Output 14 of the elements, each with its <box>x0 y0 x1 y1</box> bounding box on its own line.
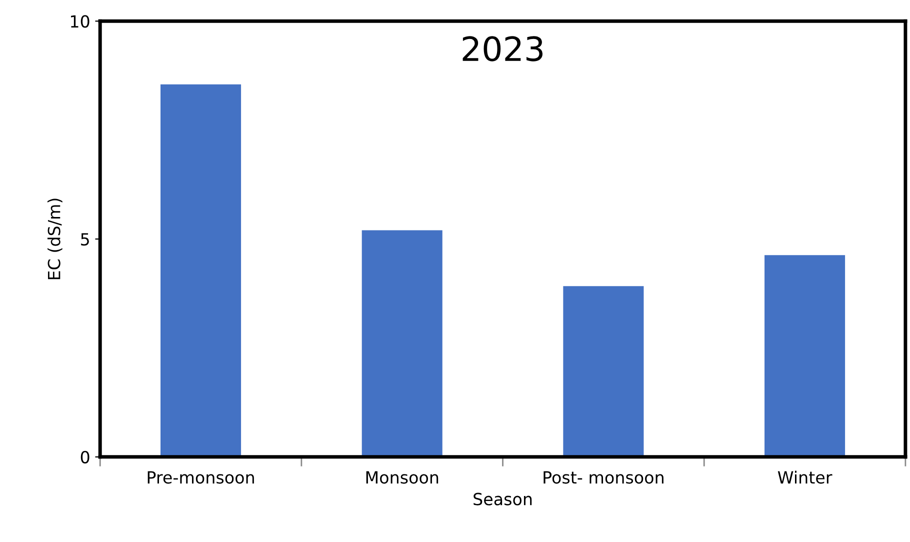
bar <box>362 230 442 457</box>
y-tick-label: 10 <box>71 15 90 28</box>
y-tick-label: 5 <box>81 233 89 246</box>
x-tick-label: Monsoon <box>366 471 438 484</box>
bar <box>764 255 846 457</box>
x-tick-label: Winter <box>778 470 832 484</box>
x-tick-label: Pre-monsoon <box>148 471 254 484</box>
bar <box>563 286 644 457</box>
x-axis-title: Season <box>474 492 532 506</box>
y-axis-title: EC (dS/m) <box>47 198 62 280</box>
y-tick-label: 0 <box>80 450 90 464</box>
x-tick-label: Post- monsoon <box>544 471 664 484</box>
chart-title: 2023 <box>462 36 543 62</box>
bar <box>160 84 242 457</box>
